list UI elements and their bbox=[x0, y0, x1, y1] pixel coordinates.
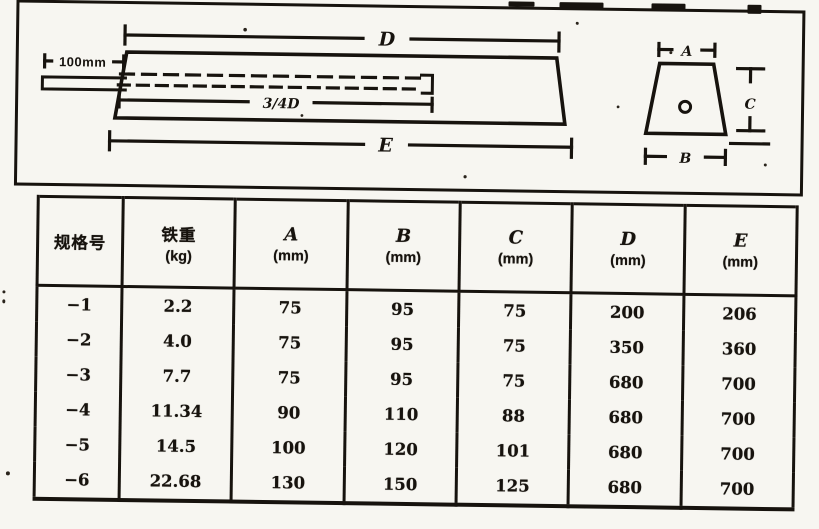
table-cell: 680 bbox=[568, 434, 682, 471]
table-cell: 75 bbox=[233, 288, 347, 327]
dim-label-E: E bbox=[377, 135, 393, 157]
dimension-E: E bbox=[107, 130, 574, 159]
spec-table-header: 规格号 铁重 (kg) A (mm) B (mm) C (mm) D (mm) E (mm) bbox=[37, 196, 798, 296]
column-header: B (mm) bbox=[346, 200, 461, 292]
header-row: 规格号 铁重 (kg) A (mm) B (mm) C (mm) D (mm) E (mm) bbox=[37, 196, 798, 296]
dimension-C: C bbox=[728, 66, 771, 146]
table-cell: 75 bbox=[458, 291, 572, 330]
dim-label-B: B bbox=[678, 151, 691, 167]
table-cell: 100 bbox=[231, 429, 345, 467]
column-header-unit: (mm) bbox=[497, 251, 534, 268]
column-header: E (mm) bbox=[683, 205, 798, 296]
table-cell: 110 bbox=[344, 396, 458, 433]
dim-label-C: C bbox=[744, 97, 755, 113]
dim-label-D: D bbox=[378, 29, 396, 51]
dimension-B: B bbox=[643, 147, 728, 167]
dimension-100mm: 100mm bbox=[42, 53, 126, 70]
column-header-unit: (kg) bbox=[165, 248, 193, 265]
spec-table-body: −1 2.2 75 95 75 200 206 −2 4.0 75 95 75 350 360 −3 7.7 7… bbox=[34, 285, 796, 510]
table-cell: 7.7 bbox=[120, 357, 234, 395]
column-header: 铁重 (kg) bbox=[122, 197, 236, 289]
table-cell: −5 bbox=[34, 426, 121, 463]
table-cell: 206 bbox=[683, 294, 796, 333]
column-header: C (mm) bbox=[458, 202, 573, 293]
dimension-D: D bbox=[123, 24, 561, 53]
column-header: A (mm) bbox=[234, 199, 348, 290]
table-cell: −4 bbox=[35, 391, 121, 428]
table-cell: 95 bbox=[345, 361, 458, 398]
table-cell: 75 bbox=[457, 327, 571, 365]
table-cell: 75 bbox=[232, 359, 346, 397]
column-header-title: D bbox=[620, 228, 637, 251]
column-header-title: C bbox=[508, 227, 524, 249]
table-cell: −1 bbox=[36, 285, 123, 323]
table-cell: 90 bbox=[232, 394, 346, 432]
wedge-bar-diagram: D 100mm bbox=[40, 21, 771, 179]
table-cell: 14.5 bbox=[119, 427, 233, 465]
scan-speck bbox=[5, 471, 10, 476]
tang-outline bbox=[40, 75, 127, 92]
table-cell: 120 bbox=[344, 431, 458, 468]
table-cell: 700 bbox=[682, 365, 795, 403]
table-cell: 2.2 bbox=[121, 286, 235, 325]
table-cell: 95 bbox=[346, 289, 459, 328]
table-cell: 700 bbox=[681, 435, 794, 473]
table-cell: 350 bbox=[570, 329, 684, 366]
column-header-title: 铁重 bbox=[161, 226, 197, 245]
dim-label-A: A bbox=[679, 44, 692, 60]
table-cell: 11.34 bbox=[120, 392, 233, 430]
column-header-title: A bbox=[284, 224, 299, 246]
table-cell: 130 bbox=[231, 464, 345, 504]
cross-section-hole bbox=[678, 99, 693, 114]
table-cell: −2 bbox=[36, 321, 122, 358]
column-header-title: E bbox=[733, 230, 748, 252]
column-header-unit: (mm) bbox=[385, 249, 422, 267]
column-header-title: B bbox=[395, 225, 412, 248]
bar-body-outline bbox=[112, 50, 567, 126]
table-cell: 125 bbox=[456, 467, 569, 507]
scan-speck-group bbox=[243, 21, 767, 179]
table-cell: 88 bbox=[457, 397, 570, 435]
table-cell: 75 bbox=[457, 362, 571, 400]
table-cell: 680 bbox=[569, 364, 683, 401]
table-cell: 95 bbox=[345, 326, 459, 363]
dim-label-100mm: 100mm bbox=[59, 54, 107, 70]
spec-table: 规格号 铁重 (kg) A (mm) B (mm) C (mm) D (mm) E (mm) −1 2.2… bbox=[32, 194, 799, 512]
hidden-slot-dashed-lines bbox=[116, 72, 435, 95]
table-cell: −3 bbox=[35, 356, 122, 393]
table-cell: 200 bbox=[570, 292, 684, 331]
table-cell: 360 bbox=[682, 330, 796, 368]
table-cell: −6 bbox=[34, 461, 120, 500]
table-cell: 22.68 bbox=[119, 462, 232, 502]
table-cell: 101 bbox=[456, 432, 570, 470]
table-cell: 4.0 bbox=[121, 322, 234, 360]
cross-section-outline bbox=[643, 61, 728, 137]
table-cell: 75 bbox=[233, 324, 347, 362]
scan-speck bbox=[2, 299, 6, 304]
column-header: 规格号 bbox=[37, 196, 124, 287]
column-header-title: 规格号 bbox=[53, 234, 107, 253]
table-cell: 680 bbox=[568, 469, 682, 508]
table-cell: 680 bbox=[569, 399, 683, 436]
table-cell: 700 bbox=[681, 400, 795, 438]
column-header-unit: (mm) bbox=[722, 254, 759, 271]
column-header-unit: (mm) bbox=[273, 248, 309, 265]
scan-speck bbox=[2, 290, 6, 294]
technical-drawing-panel: D 100mm bbox=[13, 0, 806, 197]
dimension-3-4D: 3/4D bbox=[117, 92, 434, 113]
column-header-unit: (mm) bbox=[610, 252, 646, 270]
column-header: D (mm) bbox=[571, 203, 685, 295]
table-cell: 150 bbox=[343, 466, 457, 505]
dim-label-3-4D: 3/4D bbox=[263, 96, 301, 113]
dimension-A: A bbox=[657, 41, 717, 60]
table-cell: 700 bbox=[680, 470, 794, 510]
